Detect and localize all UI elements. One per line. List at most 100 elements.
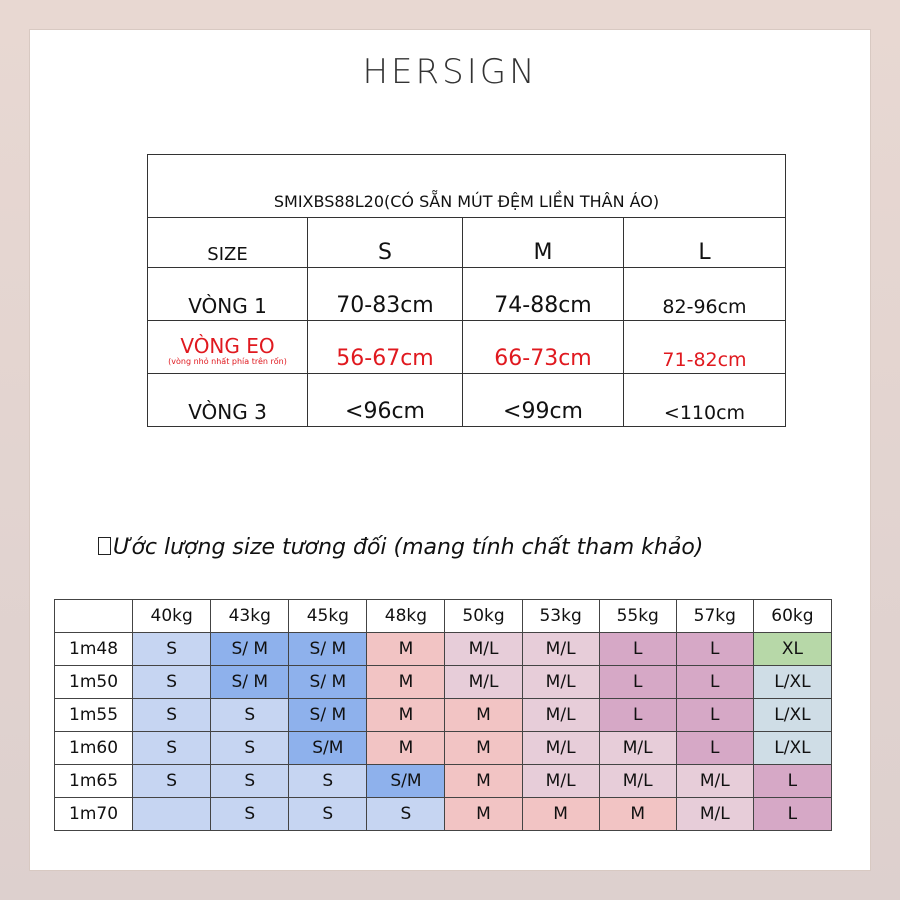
size-estimate-cell: S/ M (288, 632, 368, 666)
size-estimate-cell: S/ M (288, 698, 368, 732)
size-estimate-cell: S (132, 665, 212, 699)
size-estimate-cell: S (288, 797, 368, 831)
size-estimate-cell: L (675, 632, 754, 666)
size-estimate-cell: S (366, 797, 446, 831)
size-chart-table: SMIXBS88L20(CÓ SẴN MÚT ĐỆM LIỀN THÂN ÁO)… (147, 154, 786, 427)
size-estimate-cell: L (598, 632, 677, 666)
height-row: 1m70 S S S M M M M/L L (53, 797, 833, 831)
hip-l-value: <110cm (623, 373, 786, 427)
hip-s-value: <96cm (307, 373, 463, 427)
height-row: 1m50 S S/ M S/ M M M/L M/L L L L/XL (53, 665, 833, 699)
size-estimate-cell: S/ M (210, 665, 290, 699)
bust-s-value: 70-83cm (307, 267, 463, 321)
weight-header-cell: 45kg (288, 599, 368, 633)
height-label: 1m70 (53, 797, 134, 831)
height-row: 1m60 S S S/M M M M/L M/L L L/XL (53, 731, 833, 765)
size-chart-title-row: SMIXBS88L20(CÓ SẴN MÚT ĐỆM LIỀN THÂN ÁO) (147, 154, 786, 218)
size-estimate-cell: M (444, 764, 523, 798)
height-label: 1m65 (53, 764, 134, 798)
size-s-header: S (307, 217, 463, 268)
size-estimate-cell: M/L (675, 797, 754, 831)
waist-label-cell: VÒNG EO (vòng nhỏ nhất phía trên rốn) (147, 320, 308, 374)
weight-header-row: 40kg 43kg 45kg 48kg 50kg 53kg 55kg 57kg 60kg (53, 599, 833, 633)
size-estimate-cell: M/L (521, 665, 600, 699)
size-estimate-cell: M/L (521, 698, 600, 732)
size-estimate-cell: L (752, 764, 833, 798)
size-estimate-cell: M/L (521, 764, 600, 798)
size-estimate-cell: S (288, 764, 368, 798)
waist-l-value: 71-82cm (623, 320, 786, 374)
waist-s-value: 56-67cm (307, 320, 463, 374)
weight-header-cell: 48kg (366, 599, 446, 633)
estimate-title-text: Ước lượng size tương đối (mang tính chất… (113, 535, 704, 560)
content-card: HERSIGN SMIXBS88L20(CÓ SẴN MÚT ĐỆM LIỀN … (30, 30, 870, 870)
brand-logo: HERSIGN (362, 52, 538, 92)
size-estimate-cell: M/L (675, 764, 754, 798)
size-estimate-cell: L (675, 665, 754, 699)
size-label: SIZE (147, 217, 308, 268)
hip-row: VÒNG 3 <96cm <99cm <110cm (147, 373, 786, 427)
waist-row: VÒNG EO (vòng nhỏ nhất phía trên rốn) 56… (147, 320, 786, 374)
hip-label: VÒNG 3 (147, 373, 308, 427)
bust-l-value: 82-96cm (623, 267, 786, 321)
size-estimate-cell: M (366, 698, 446, 732)
size-estimate-cell: S/M (366, 764, 446, 798)
size-estimate-cell: M (444, 797, 523, 831)
size-estimate-cell: M/L (444, 632, 523, 666)
bust-m-value: 74-88cm (462, 267, 624, 321)
size-estimate-cell: L (752, 797, 833, 831)
height-row: 1m48 S S/ M S/ M M M/L M/L L L XL (53, 632, 833, 666)
size-estimate-cell: L (598, 698, 677, 732)
size-estimate-cell: M (366, 665, 446, 699)
size-estimate-cell: S (210, 731, 290, 765)
size-estimate-cell: L/XL (752, 665, 833, 699)
product-code-title: SMIXBS88L20(CÓ SẴN MÚT ĐỆM LIỀN THÂN ÁO) (147, 154, 786, 218)
size-estimate-cell: S (210, 764, 290, 798)
weight-header-cell: 53kg (521, 599, 600, 633)
size-l-header: L (623, 217, 786, 268)
size-estimate-cell: M (521, 797, 600, 831)
size-estimate-cell: M/L (521, 632, 600, 666)
size-estimate-cell: M/L (521, 731, 600, 765)
size-estimate-cell: L (675, 698, 754, 732)
size-m-header: M (462, 217, 624, 268)
height-label: 1m48 (53, 632, 134, 666)
height-label: 1m50 (53, 665, 134, 699)
size-estimate-cell: S (210, 698, 290, 732)
estimate-section-title: Ước lượng size tương đối (mang tính chất… (98, 535, 818, 560)
size-estimate-cell: XL (752, 632, 833, 666)
size-estimate-cell: S (132, 698, 212, 732)
size-estimate-cell: L/XL (752, 698, 833, 732)
size-estimate-cell: L (598, 665, 677, 699)
weight-height-table: 40kg 43kg 45kg 48kg 50kg 53kg 55kg 57kg 60kg 1m4… (53, 599, 833, 831)
size-estimate-cell: S (132, 731, 212, 765)
size-estimate-cell: M (366, 731, 446, 765)
height-row: 1m65 S S S S/M M M/L M/L M/L L (53, 764, 833, 798)
size-estimate-cell: S (210, 797, 290, 831)
waist-m-value: 66-73cm (462, 320, 624, 374)
size-estimate-cell: S/ M (288, 665, 368, 699)
weight-header-cell: 43kg (210, 599, 290, 633)
size-estimate-cell: M (444, 731, 523, 765)
size-estimate-cell: M (444, 698, 523, 732)
weight-header-cell: 50kg (444, 599, 523, 633)
size-estimate-cell: S (132, 764, 212, 798)
waist-sublabel: (vòng nhỏ nhất phía trên rốn) (168, 357, 287, 366)
weight-header-cell: 60kg (752, 599, 833, 633)
size-estimate-cell: M/L (444, 665, 523, 699)
size-estimate-cell (132, 797, 212, 831)
hip-m-value: <99cm (462, 373, 624, 427)
height-label: 1m55 (53, 698, 134, 732)
bust-label: VÒNG 1 (147, 267, 308, 321)
bullet-box-icon (98, 537, 111, 555)
size-estimate-cell: S/ M (210, 632, 290, 666)
size-estimate-cell: L/XL (752, 731, 833, 765)
corner-cell (53, 599, 134, 633)
size-estimate-cell: M/L (598, 731, 677, 765)
size-estimate-cell: S/M (288, 731, 368, 765)
bust-row: VÒNG 1 70-83cm 74-88cm 82-96cm (147, 267, 786, 321)
size-estimate-cell: M (366, 632, 446, 666)
height-row: 1m55 S S S/ M M M M/L L L L/XL (53, 698, 833, 732)
weight-header-cell: 40kg (132, 599, 212, 633)
